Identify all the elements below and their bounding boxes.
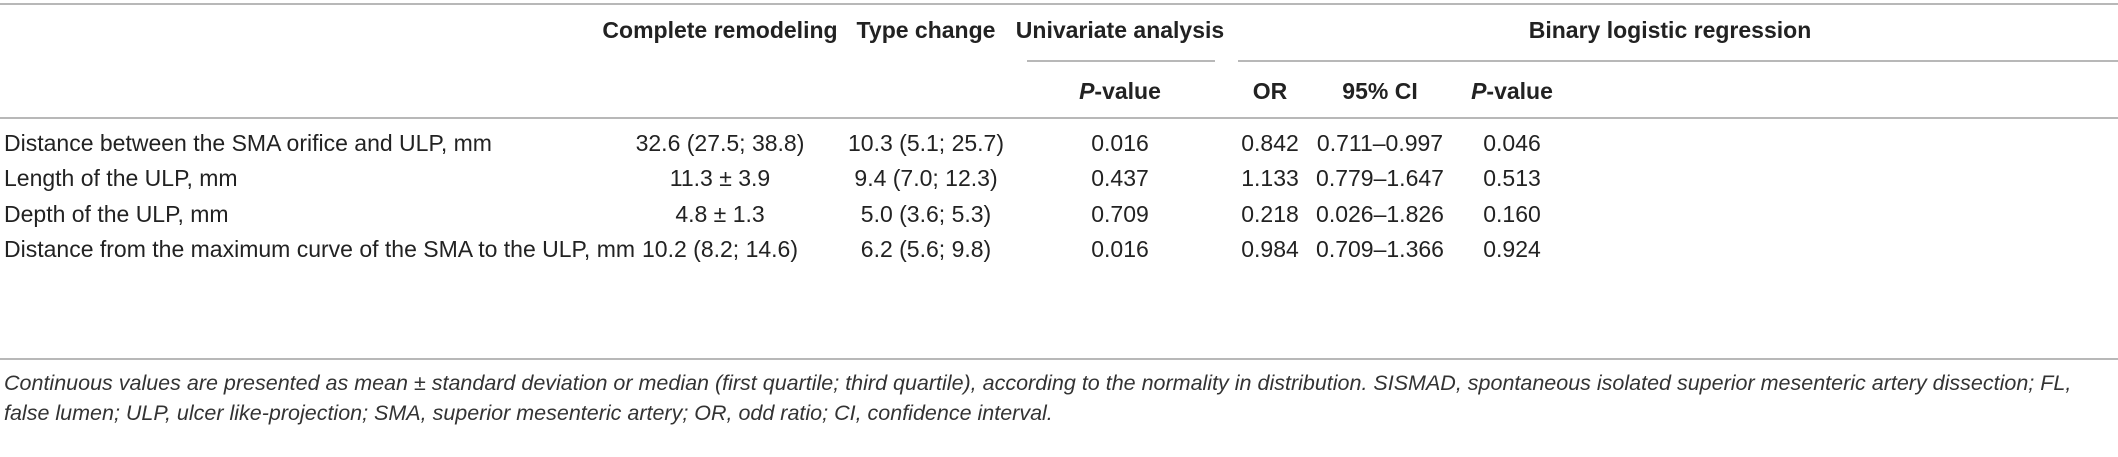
cell-binary-p: 0.513: [1483, 165, 1541, 191]
header-univariate-pvalue: P-value: [1079, 77, 1161, 105]
header-or: OR: [1252, 78, 1288, 104]
table-bottom-rule: [0, 358, 2118, 360]
row-label: Distance from the maximum curve of the S…: [4, 236, 636, 262]
cell-complete: 32.6 (27.5; 38.8): [635, 130, 805, 156]
cell-or: 0.984: [1241, 236, 1299, 262]
header-bottom-rule: [0, 117, 2118, 119]
header-univariate-analysis: Univariate analysis: [1015, 17, 1225, 43]
cell-univariate-p: 0.437: [1091, 165, 1149, 191]
row-label: Length of the ULP, mm: [4, 165, 238, 191]
header-complete-remodeling: Complete remodeling: [602, 17, 838, 43]
cell-type-change: 10.3 (5.1; 25.7): [848, 130, 1004, 156]
table-footnote: Continuous values are presented as mean …: [4, 371, 2072, 425]
cell-binary-p: 0.160: [1483, 201, 1541, 227]
pvalue-italic-p: P: [1079, 78, 1095, 104]
cell-type-change: 9.4 (7.0; 12.3): [854, 165, 998, 191]
row-label: Distance between the SMA orifice and ULP…: [4, 130, 492, 156]
cell-type-change: 5.0 (3.6; 5.3): [860, 201, 992, 227]
cell-complete: 11.3 ± 3.9: [669, 165, 771, 191]
cell-complete: 10.2 (8.2; 14.6): [642, 236, 798, 262]
cell-ci: 0.026–1.826: [1316, 201, 1444, 227]
header-type-change: Type change: [856, 17, 996, 43]
table-top-rule: [0, 3, 2118, 5]
binary-underline: [1238, 60, 2118, 62]
header-95-ci: 95% CI: [1342, 78, 1418, 104]
cell-univariate-p: 0.016: [1091, 130, 1149, 156]
pvalue-suffix: -value: [1094, 78, 1161, 104]
cell-ci: 0.711–0.997: [1316, 130, 1444, 156]
cell-type-change: 6.2 (5.6; 9.8): [860, 236, 992, 262]
cell-or: 0.842: [1241, 130, 1299, 156]
header-binary-pvalue: P-value: [1471, 77, 1553, 105]
pvalue-suffix: -value: [1486, 78, 1553, 104]
cell-binary-p: 0.046: [1483, 130, 1541, 156]
cell-univariate-p: 0.709: [1091, 201, 1149, 227]
cell-or: 0.218: [1241, 201, 1299, 227]
cell-ci: 0.709–1.366: [1316, 236, 1444, 262]
univariate-underline: [1027, 60, 1215, 62]
cell-or: 1.133: [1241, 165, 1299, 191]
cell-ci: 0.779–1.647: [1316, 165, 1444, 191]
cell-binary-p: 0.924: [1483, 236, 1541, 262]
pvalue-italic-p: P: [1471, 78, 1487, 104]
cell-complete: 4.8 ± 1.3: [675, 201, 765, 227]
header-binary-logistic-regression: Binary logistic regression: [1528, 17, 1812, 43]
row-label: Depth of the ULP, mm: [4, 201, 229, 227]
cell-univariate-p: 0.016: [1091, 236, 1149, 262]
